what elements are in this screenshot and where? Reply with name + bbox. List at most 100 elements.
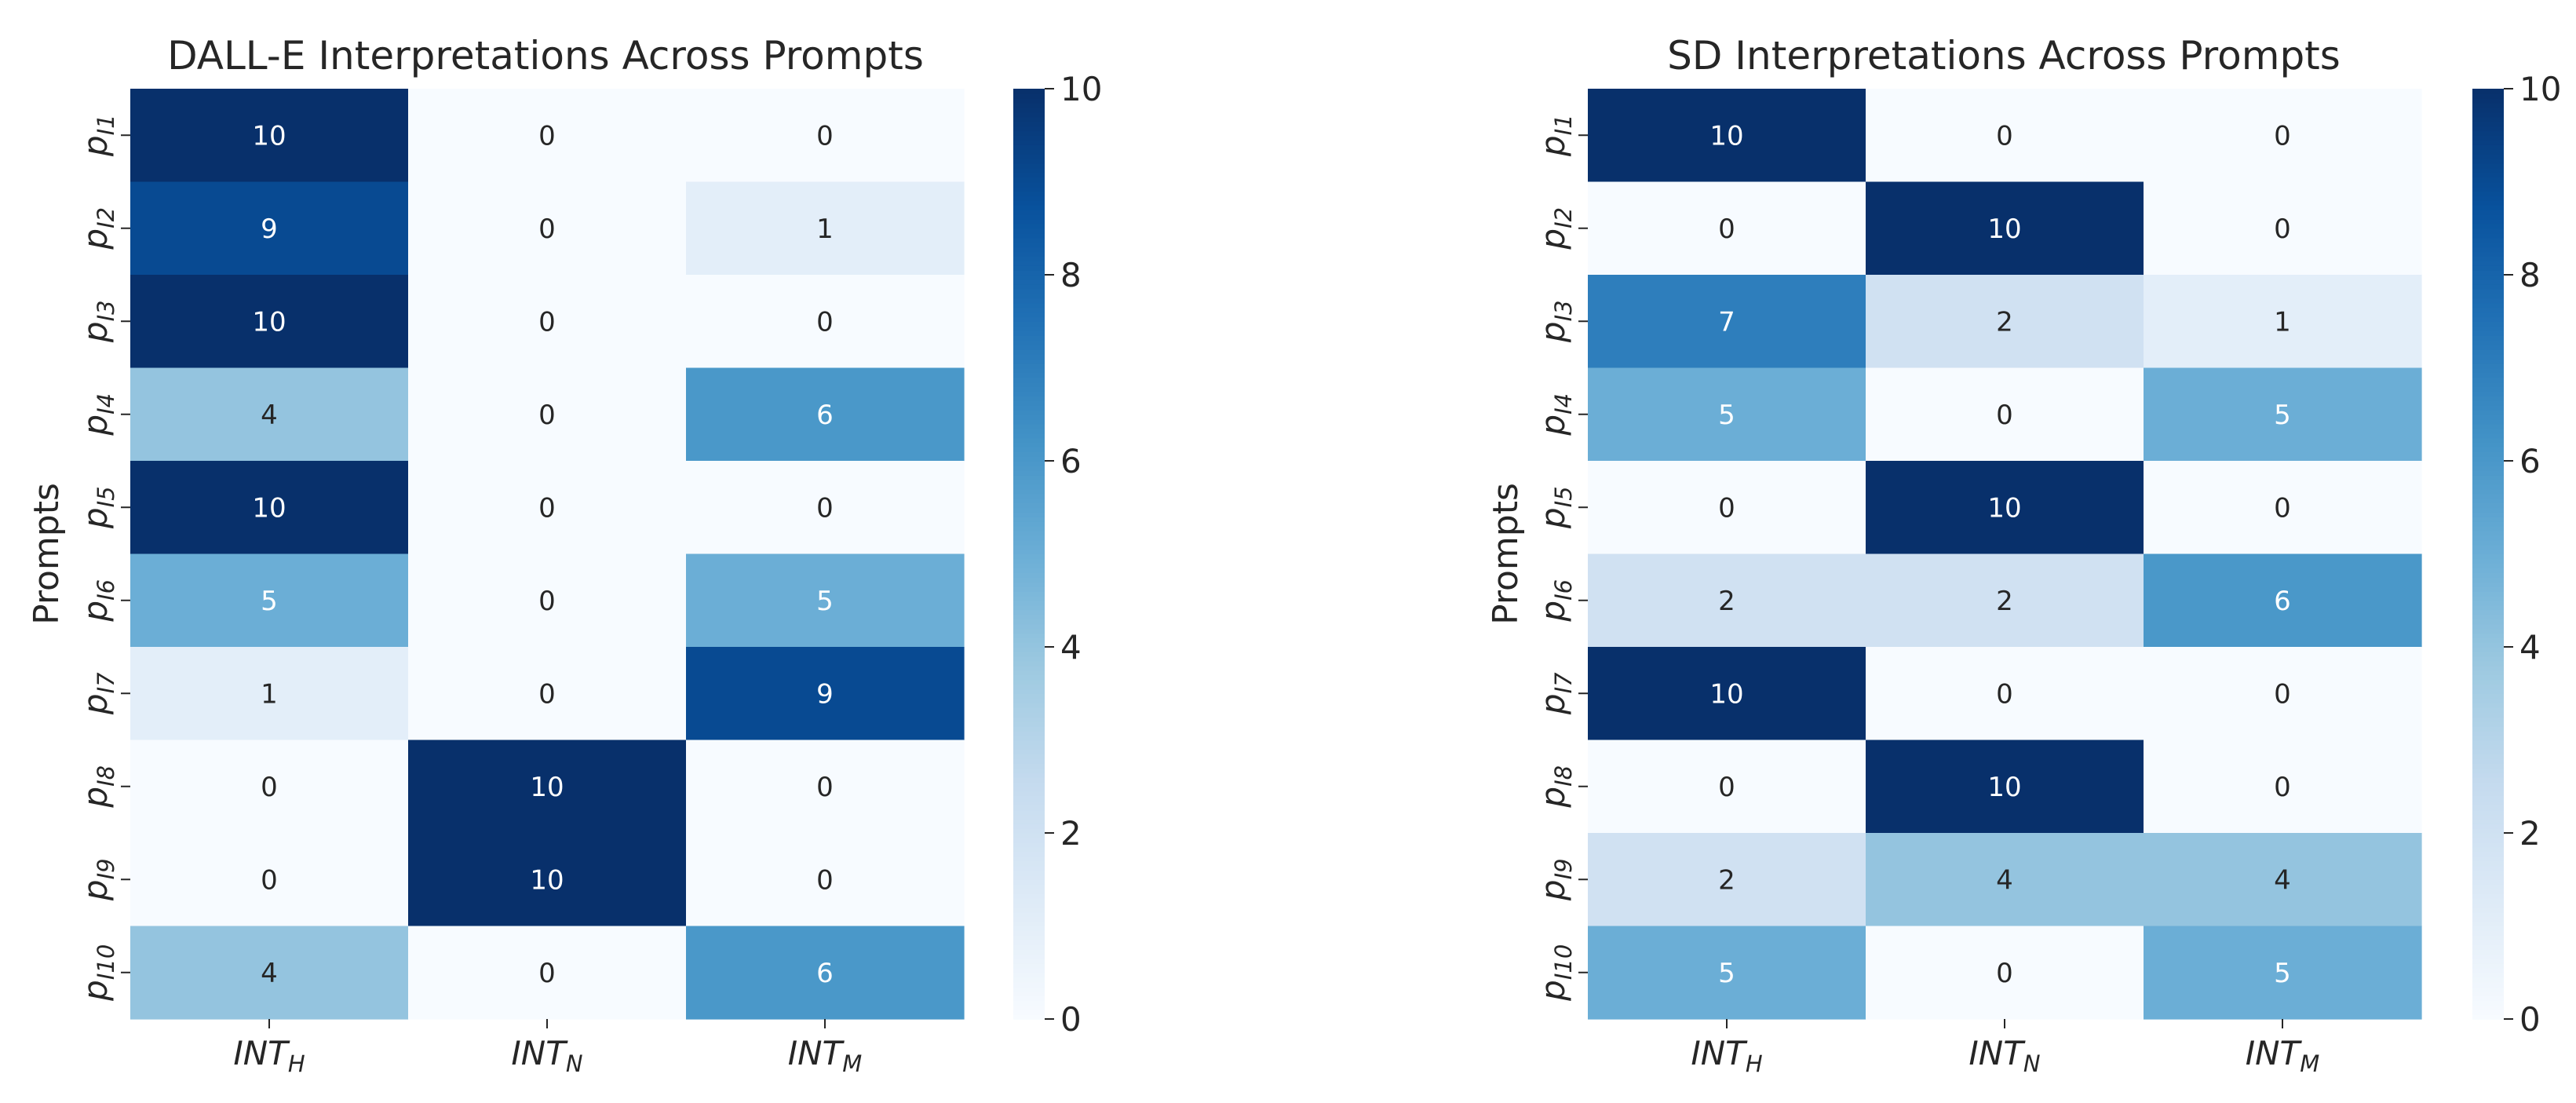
chart-title: SD Interpretations Across Prompts	[1667, 33, 2341, 79]
colorbar-segment	[1013, 307, 1045, 313]
cell-value-label: 0	[538, 586, 556, 617]
colorbar-segment	[2472, 181, 2504, 188]
colorbar-segment	[2472, 279, 2504, 285]
colorbar-segment	[1013, 158, 1045, 164]
colorbar-segment	[2472, 205, 2504, 210]
colorbar-segment	[1013, 456, 1045, 462]
y-tick-label: pI10	[76, 944, 119, 1002]
colorbar-segment	[1013, 191, 1045, 197]
colorbar-segment	[2472, 396, 2504, 401]
colorbar-segment	[1013, 283, 1045, 290]
colorbar-segment	[2472, 940, 2504, 945]
colorbar-segment	[2472, 111, 2504, 118]
cell-value-label: 10	[1709, 678, 1743, 710]
colorbar-segment	[2472, 186, 2504, 192]
colorbar-segment	[2472, 1005, 2504, 1010]
colorbar-segment	[1013, 684, 1045, 690]
heatmap-cell	[686, 275, 965, 369]
x-tick-label-subscript: H	[1746, 1050, 1763, 1077]
heatmap-cell	[2144, 89, 2422, 183]
y-tick-label-base: p	[76, 228, 115, 250]
colorbar-segment	[2472, 535, 2504, 541]
colorbar-segment	[2472, 870, 2504, 876]
colorbar-segment	[2472, 577, 2504, 583]
cell-value-label: 10	[252, 492, 286, 524]
x-tick-label-subscript: N	[566, 1050, 583, 1077]
y-tick-label-base: p	[76, 787, 115, 809]
y-tick-label-subscript: I2	[93, 207, 119, 228]
colorbar-segment	[2472, 740, 2504, 746]
colorbar-segment	[2472, 824, 2504, 829]
cell-value-label: 0	[816, 864, 834, 896]
colorbar-segment	[1013, 879, 1045, 885]
colorbar-segment	[2472, 1010, 2504, 1015]
colorbar-segment	[2472, 302, 2504, 309]
heatmap-cell	[408, 553, 687, 648]
cell-value-label: 10	[1709, 120, 1743, 152]
y-tick-label: pI10	[1534, 944, 1577, 1002]
colorbar-segment	[2472, 981, 2504, 988]
y-tick-label-base: p	[1534, 879, 1572, 901]
heatmap-cell	[130, 740, 409, 834]
colorbar-segment	[1013, 972, 1045, 978]
y-tick-label-subscript: I7	[1550, 672, 1577, 694]
colorbar-segment	[2472, 786, 2504, 792]
colorbar-segment	[2472, 275, 2504, 280]
colorbar-segment	[1013, 846, 1045, 853]
colorbar-segment	[1013, 986, 1045, 992]
colorbar-segment	[1013, 391, 1045, 396]
y-tick-label-base: p	[1534, 415, 1572, 436]
colorbar-segment	[1013, 549, 1045, 555]
heatmap-cell	[130, 275, 409, 369]
colorbar-segment	[2472, 628, 2504, 634]
colorbar-segment	[1013, 493, 1045, 499]
colorbar-segment	[1013, 270, 1045, 276]
colorbar-segment	[1013, 786, 1045, 792]
colorbar-segment	[2472, 833, 2504, 838]
cell-value-label: 0	[538, 678, 556, 710]
heatmap-cell	[1866, 367, 2144, 462]
y-tick-label: pI8	[76, 765, 119, 809]
colorbar-segment	[2472, 288, 2504, 294]
colorbar-segment	[1013, 167, 1045, 173]
colorbar-segment	[2472, 781, 2504, 787]
colorbar-segment	[2472, 846, 2504, 853]
colorbar-segment	[2472, 539, 2504, 546]
colorbar-segment	[2472, 214, 2504, 220]
colorbar-segment	[2472, 130, 2504, 137]
colorbar-segment	[1013, 916, 1045, 922]
colorbar-segment	[2472, 725, 2504, 732]
cell-value-label: 0	[1996, 678, 2013, 710]
y-tick-label: pI1	[1534, 114, 1577, 157]
colorbar-segment	[2472, 344, 2504, 350]
y-tick-label: pI4	[76, 393, 119, 436]
cell-value-label: 0	[2274, 678, 2291, 710]
colorbar-segment	[1013, 870, 1045, 876]
colorbar-segment	[1013, 944, 1045, 950]
colorbar-tick-label: 8	[1060, 256, 1082, 294]
heatmap-cell	[408, 461, 687, 555]
colorbar-segment	[1013, 772, 1045, 778]
colorbar-segment	[2472, 447, 2504, 452]
colorbar-segment	[1013, 218, 1045, 225]
heatmap-cell	[1588, 89, 1866, 183]
colorbar-segment	[2472, 828, 2504, 834]
colorbar-segment	[1013, 568, 1045, 573]
y-tick-label: pI8	[1534, 765, 1577, 809]
colorbar-segment	[1013, 200, 1045, 206]
colorbar-segment	[1013, 210, 1045, 215]
heatmap-cell	[686, 740, 965, 834]
y-tick-label-base: p	[76, 321, 115, 343]
colorbar-segment	[2472, 256, 2504, 262]
colorbar-segment	[2472, 89, 2504, 94]
colorbar-segment	[1013, 181, 1045, 188]
colorbar-segment	[1013, 590, 1045, 597]
colorbar-segment	[2472, 428, 2504, 434]
colorbar-segment	[2472, 800, 2504, 806]
heatmap-cell	[408, 926, 687, 1020]
colorbar-segment	[1013, 414, 1045, 420]
y-tick-label: pI7	[76, 672, 119, 715]
heatmap-cell	[408, 833, 687, 927]
colorbar-segment	[2472, 270, 2504, 276]
colorbar-segment	[2472, 586, 2504, 592]
